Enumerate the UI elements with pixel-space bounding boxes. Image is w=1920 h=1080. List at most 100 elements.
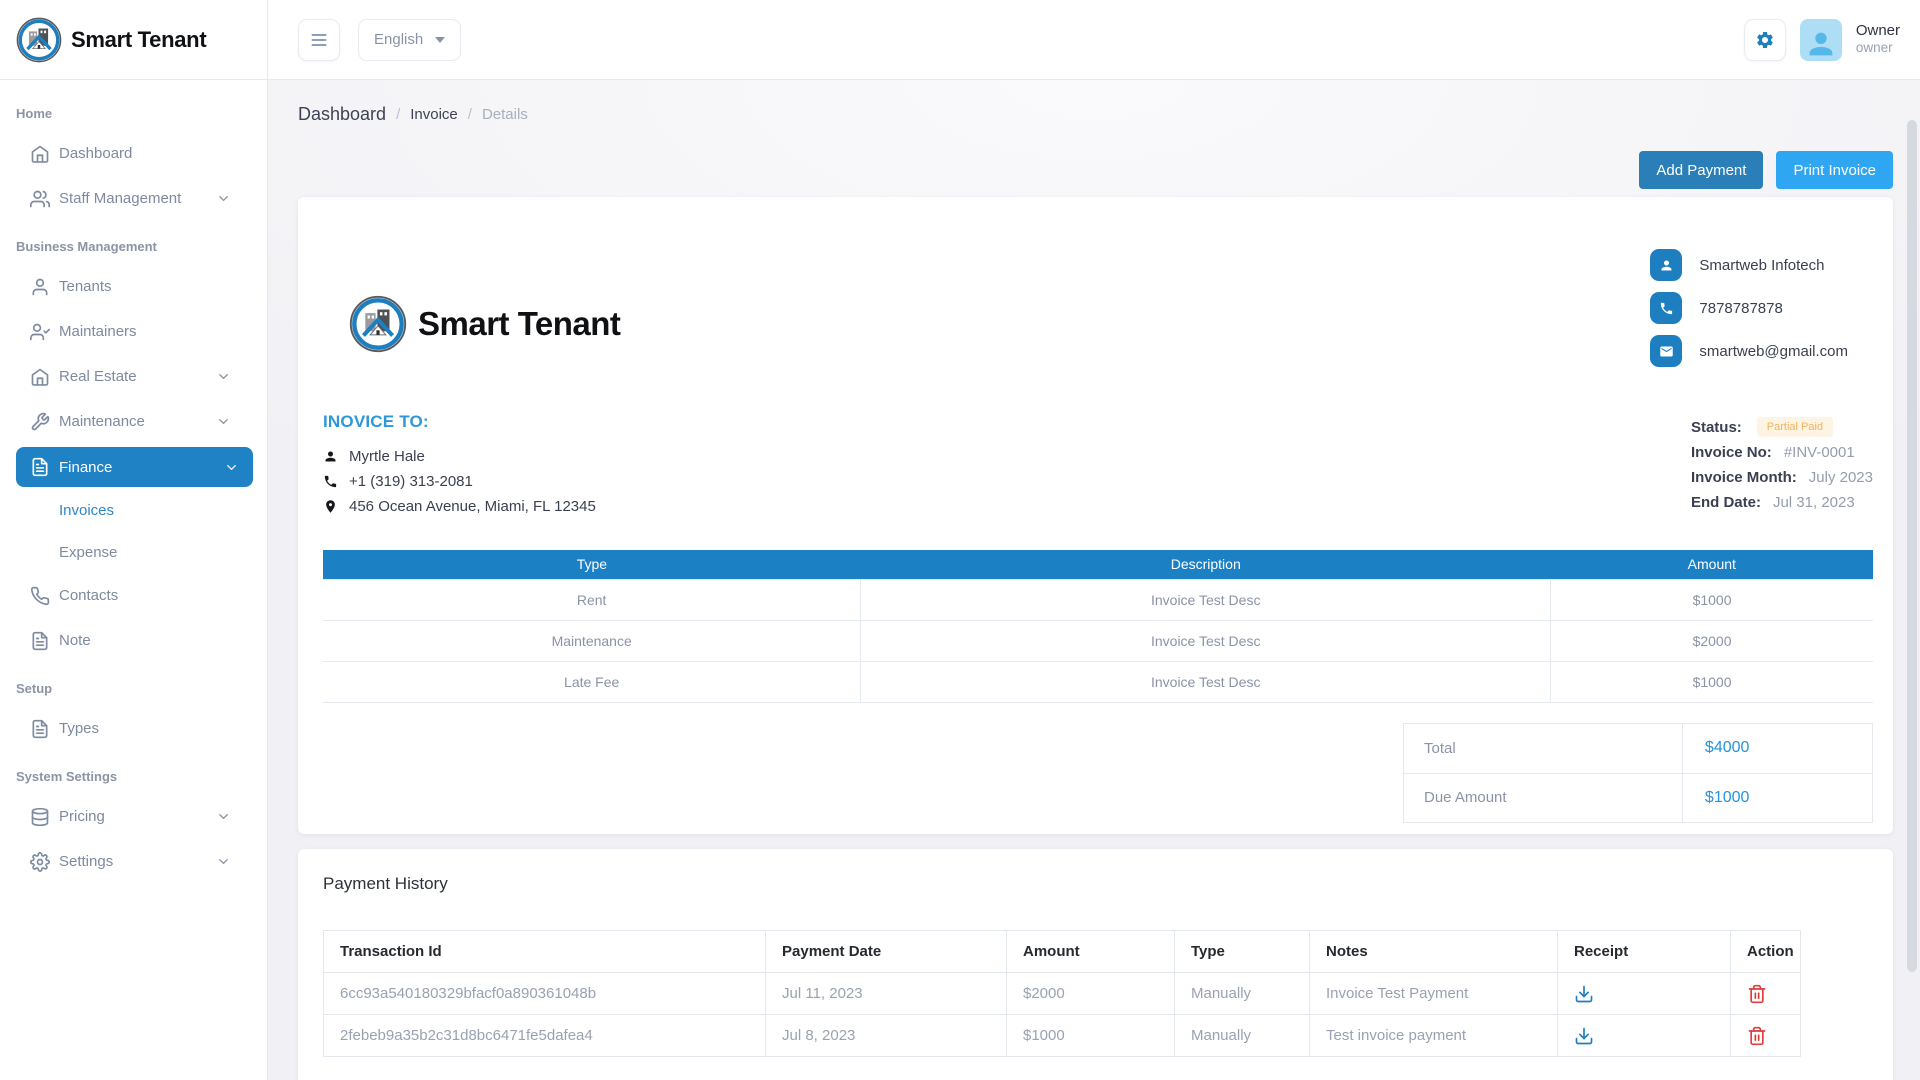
- chevron-down-icon: [216, 369, 231, 384]
- breadcrumb-separator: /: [467, 106, 472, 123]
- chevron-down-icon: [216, 191, 231, 206]
- total-label: Total: [1404, 723, 1683, 773]
- sidebar-item-contacts[interactable]: Contacts: [0, 573, 267, 618]
- sidebar-section-header: Business Management: [16, 239, 157, 254]
- user-name: Owner: [1855, 21, 1900, 39]
- sidebar-item-label: Finance: [59, 458, 113, 476]
- menu-toggle-button[interactable]: [298, 18, 340, 61]
- page-scrollbar[interactable]: [1907, 86, 1917, 1074]
- company-brand-name: Smart Tenant: [418, 304, 621, 342]
- company-contact-block: Smartweb Infotech 7878787878 smartweb@gmai…: [1650, 249, 1848, 367]
- payment-history-table: Transaction Id Payment Date Amount Type Note…: [323, 930, 1801, 1057]
- add-payment-button[interactable]: Add Payment: [1639, 151, 1764, 189]
- company-contact-row: Smartweb Infotech: [1650, 249, 1848, 281]
- sidebar-item-settings[interactable]: Settings: [0, 839, 267, 884]
- status-label: Status:: [1690, 418, 1742, 436]
- sidebar-item-pricing[interactable]: Pricing: [0, 794, 267, 839]
- sidebar-item-staff-management[interactable]: Staff Management: [0, 176, 267, 221]
- payment-table-header-cell: Receipt: [1557, 930, 1731, 973]
- invoice-item-cell: Late Fee: [323, 660, 862, 703]
- status-row: Status: Partial Paid: [1690, 417, 1873, 437]
- payment-cell-receipt: [1557, 1014, 1731, 1057]
- avatar[interactable]: [1799, 18, 1842, 61]
- payment-table-header-cell: Payment Date: [765, 930, 1007, 973]
- user-solid-icon: [323, 449, 338, 464]
- sidebar-item-invoices[interactable]: Invoices: [0, 489, 267, 531]
- download-icon[interactable]: [1574, 1026, 1594, 1046]
- settings-button[interactable]: [1743, 18, 1786, 61]
- page-actions: Add Payment Print Invoice: [298, 151, 1893, 189]
- due-amount-label: Due Amount: [1404, 773, 1683, 822]
- file-icon: [30, 631, 50, 651]
- brand-name: Smart Tenant: [71, 26, 207, 52]
- print-invoice-button[interactable]: Print Invoice: [1776, 151, 1893, 189]
- user-solid-icon: [1650, 249, 1683, 281]
- sidebar-item-label: Real Estate: [59, 368, 137, 385]
- payment-cell-action: [1730, 1014, 1801, 1057]
- payment-history-card: Payment History Transaction Id Payment Da…: [298, 849, 1893, 1080]
- sidebar-item-label: Expense: [59, 543, 118, 561]
- sidebar-item-maintainers[interactable]: Maintainers: [0, 309, 267, 354]
- download-icon[interactable]: [1574, 984, 1594, 1004]
- invoice-item-cell: Rent: [323, 578, 862, 621]
- invoice-to-text: +1 (319) 313-2081: [349, 472, 473, 490]
- due-amount-value: $1000: [1704, 788, 1750, 806]
- sidebar-item-maintenance[interactable]: Maintenance: [0, 399, 267, 444]
- home-icon: [30, 144, 50, 164]
- trash-icon[interactable]: [1747, 984, 1767, 1004]
- breadcrumb-invoice[interactable]: Invoice: [410, 106, 458, 123]
- company-contact-row: 7878787878: [1650, 292, 1848, 324]
- sidebar-item-tenants[interactable]: Tenants: [0, 264, 267, 309]
- sidebar-section-header: Home: [16, 106, 53, 121]
- invoice-item-cell: $1000: [1550, 660, 1873, 703]
- trash-icon[interactable]: [1747, 1026, 1767, 1046]
- sidebar-item-dashboard[interactable]: Dashboard: [0, 131, 267, 176]
- invoice-item-cell: Invoice Test Desc: [860, 660, 1552, 703]
- sidebar-item-real-estate[interactable]: Real Estate: [0, 354, 267, 399]
- invoice-item-row: Maintenance Invoice Test Desc $2000: [323, 619, 1873, 662]
- end-date-value: Jul 31, 2023: [1772, 493, 1855, 511]
- sidebar-item-types[interactable]: Types: [0, 706, 267, 751]
- invoice-month-row: Invoice Month: July 2023: [1691, 468, 1873, 486]
- payment-cell-notes: Invoice Test Payment: [1309, 972, 1558, 1015]
- payment-history-header: Transaction Id Payment Date Amount Type Note…: [323, 930, 1801, 973]
- user-icon: [30, 277, 50, 297]
- breadcrumb-dashboard[interactable]: Dashboard: [298, 104, 387, 124]
- payment-cell-amount: $1000: [1006, 1014, 1175, 1057]
- invoice-to-line: Myrtle Hale: [323, 447, 596, 465]
- sidebar-item-label: Types: [59, 720, 100, 737]
- payment-cell-action: [1730, 972, 1801, 1015]
- caret-down-icon: [435, 36, 446, 43]
- scrollbar-thumb[interactable]: [1907, 120, 1917, 972]
- invoice-to-text: 456 Ocean Avenue, Miami, FL 12345: [349, 497, 596, 515]
- invoice-no-row: Invoice No: #INV-0001: [1691, 443, 1873, 461]
- language-selector[interactable]: English: [358, 18, 462, 61]
- company-contact-row: smartweb@gmail.com: [1650, 335, 1848, 367]
- company-contact-text: smartweb@gmail.com: [1699, 342, 1848, 360]
- items-table-header-cell: Type: [323, 550, 861, 579]
- wrench-icon: [30, 412, 50, 432]
- file-icon: [30, 719, 50, 739]
- invoice-to-heading: INOVICE TO:: [323, 412, 429, 431]
- end-date-label: End Date:: [1690, 493, 1761, 511]
- sidebar-item-label: Dashboard: [59, 145, 133, 162]
- invoice-items-header: Type Description Amount: [323, 550, 1873, 579]
- brand-logo-icon: [16, 17, 62, 62]
- sidebar: Smart Tenant Home Dashboard Staff Manageme…: [0, 0, 268, 1080]
- sidebar-item-expense[interactable]: Expense: [0, 531, 267, 573]
- company-logo-icon: [349, 295, 407, 352]
- breadcrumb: Dashboard / Invoice / Details: [298, 104, 1893, 125]
- topbar: English Owner owner: [268, 0, 1920, 80]
- total-row: Total $4000: [1404, 723, 1872, 773]
- invoice-month-value: July 2023: [1808, 468, 1873, 486]
- invoice-item-cell: Invoice Test Desc: [860, 578, 1552, 621]
- mail-solid-icon: [1650, 335, 1683, 367]
- invoice-item-cell: $1000: [1550, 578, 1873, 621]
- invoice-item-row: Late Fee Invoice Test Desc $1000: [323, 660, 1873, 703]
- payment-table-header-cell: Action: [1730, 930, 1801, 973]
- company-contact-text: 7878787878: [1699, 299, 1783, 317]
- sidebar-item-note[interactable]: Note: [0, 618, 267, 663]
- sidebar-item-finance[interactable]: Finance: [16, 447, 253, 487]
- invoice-item-cell: Invoice Test Desc: [860, 619, 1552, 662]
- invoice-no-label: Invoice No:: [1690, 443, 1772, 461]
